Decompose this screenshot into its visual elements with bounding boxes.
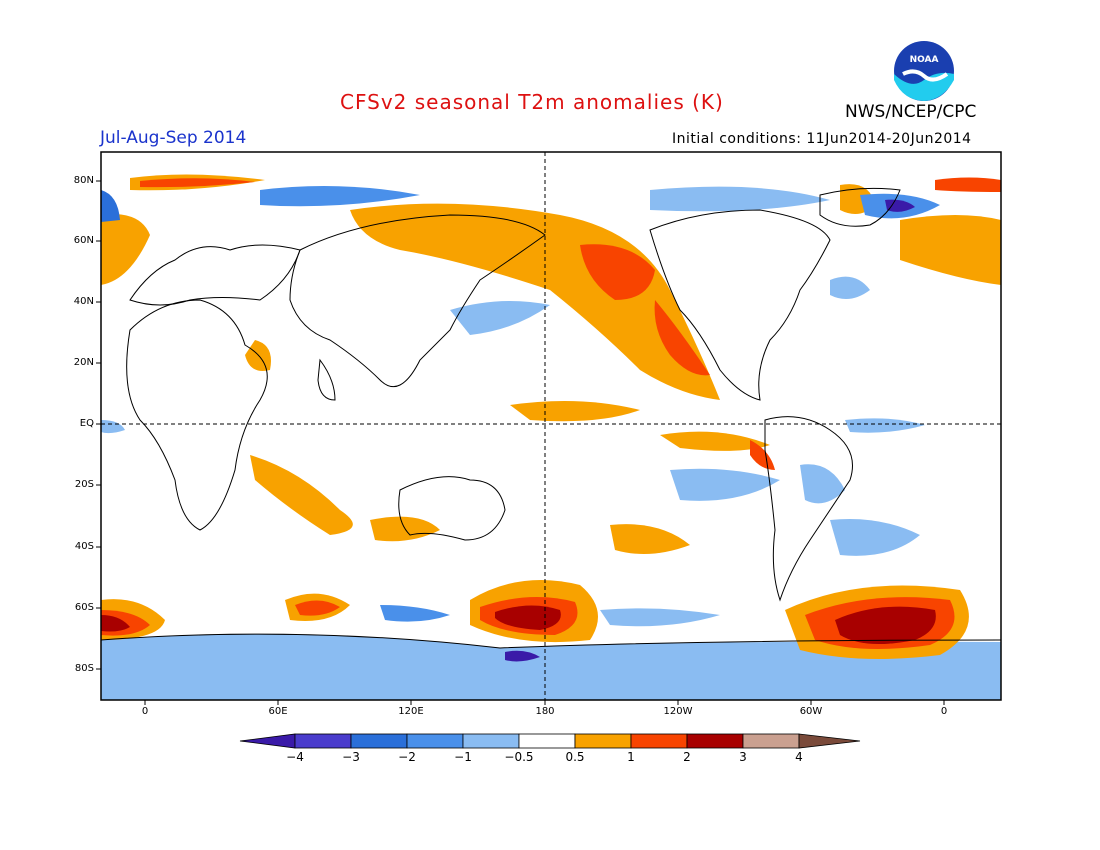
colorbar-swatch — [798, 733, 861, 749]
lon-label: 60E — [268, 706, 288, 717]
lat-label: 60S — [74, 602, 94, 613]
lat-label: EQ — [79, 418, 94, 429]
coastlines — [101, 187, 1001, 649]
axis-ticks — [96, 180, 945, 705]
lon-label: 120W — [663, 706, 693, 717]
forecast-period: Jul-Aug-Sep 2014 — [100, 128, 247, 148]
colorbar — [239, 733, 861, 749]
colorbar-label: −2 — [398, 750, 416, 764]
colorbar-swatch — [686, 733, 744, 749]
colorbar-label: 1 — [627, 750, 635, 764]
agency-label: NWS/NCEP/CPC — [845, 102, 977, 122]
colorbar-swatch — [462, 733, 520, 749]
noaa-logo-icon: NOAA — [894, 41, 954, 101]
lat-label: 80S — [74, 663, 94, 674]
colorbar-swatch — [294, 733, 352, 749]
map-frame — [100, 151, 1002, 701]
colorbar-swatch — [630, 733, 688, 749]
lon-label: 120E — [398, 706, 424, 717]
colorbar-swatch — [742, 733, 800, 749]
colorbar-label: −0.5 — [504, 750, 534, 764]
colorbar-label: −4 — [286, 750, 304, 764]
lat-label: 40N — [73, 296, 94, 307]
lat-label: 20S — [74, 479, 94, 490]
colorbar-swatch — [518, 733, 576, 749]
colorbar-label: 3 — [739, 750, 747, 764]
svg-text:NOAA: NOAA — [910, 55, 939, 65]
colorbar-swatch — [574, 733, 632, 749]
lat-label: 60N — [73, 235, 94, 246]
initial-conditions: Initial conditions: 11Jun2014-20Jun2014 — [672, 131, 972, 147]
lon-label: 60W — [799, 706, 823, 717]
lat-label: 20N — [73, 357, 94, 368]
lon-label: 180 — [535, 706, 555, 717]
anomaly-fields — [101, 152, 1001, 700]
colorbar-swatch — [239, 733, 296, 749]
map-title: CFSv2 seasonal T2m anomalies (K) — [340, 90, 724, 114]
lat-label: 40S — [74, 541, 94, 552]
colorbar-label: −1 — [454, 750, 472, 764]
colorbar-label: 2 — [683, 750, 691, 764]
colorbar-label: −3 — [342, 750, 360, 764]
lon-label: 0 — [141, 706, 149, 717]
lat-label: 80N — [73, 175, 94, 186]
colorbar-swatch — [406, 733, 464, 749]
lon-label: 0 — [940, 706, 948, 717]
colorbar-swatch — [350, 733, 408, 749]
colorbar-label: 4 — [795, 750, 803, 764]
antarctic-cool-anomaly — [101, 634, 1001, 700]
colorbar-label: 0.5 — [565, 750, 585, 764]
